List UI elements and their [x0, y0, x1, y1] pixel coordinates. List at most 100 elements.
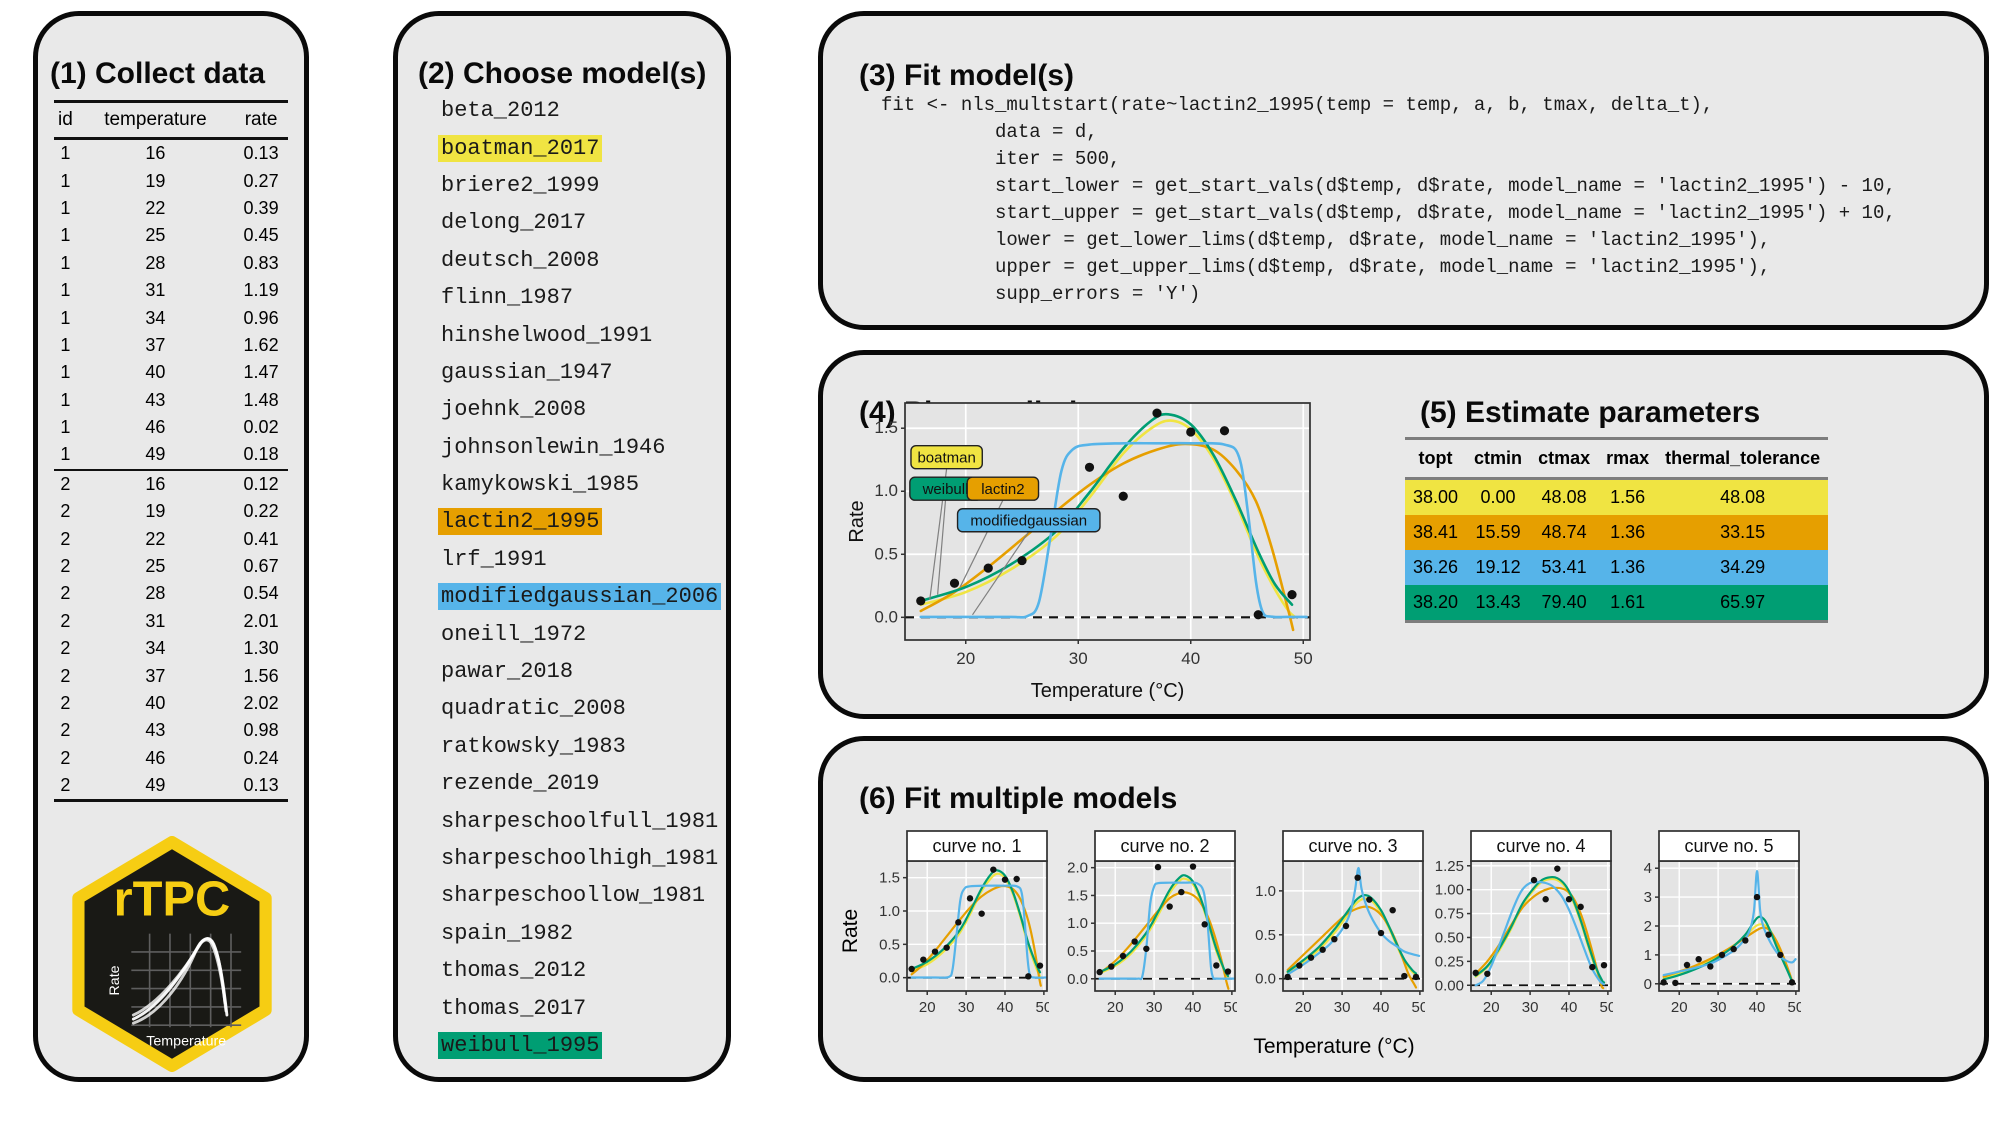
param-value: 1.56	[1610, 487, 1646, 507]
facet-strip-label: curve no. 1	[932, 836, 1021, 856]
data-point	[1753, 893, 1761, 901]
data-point	[920, 956, 927, 963]
table-cell: 0.13	[243, 143, 279, 164]
table-cell: 34	[145, 638, 166, 659]
plot-panel	[1283, 861, 1423, 991]
panel-fit-models: (3) Fit model(s) fit <- nls_multstart(ra…	[818, 11, 1989, 330]
curve-modifiedgaussian	[1474, 880, 1606, 987]
prediction-chart: 20 30 40 50 0.0 0.5 1.0 1.5 Temperature (°C) Rate…	[848, 402, 1313, 702]
y-tick-label: 0.5	[1067, 943, 1088, 960]
data-point	[1377, 929, 1385, 937]
table-cell: 2	[60, 610, 71, 631]
x-tick-label: 30	[1146, 999, 1163, 1016]
data-point	[1178, 888, 1185, 896]
data-point	[1166, 903, 1173, 910]
table-cell: 19	[145, 501, 166, 522]
panel-choose-models: (2) Choose model(s) beta_2012 boatman_201…	[393, 11, 731, 1082]
label-leader-line	[937, 500, 947, 595]
label-leader-line	[972, 531, 1030, 616]
data-point	[1189, 863, 1197, 870]
logo-x-axis-label: Temperature	[146, 1034, 226, 1050]
param-row-green: 38.20 13.43 79.40 1.61 65.97	[1405, 585, 1829, 623]
y-tick-label: 1.00	[1435, 882, 1464, 899]
panel-1-title: (1) Collect data	[50, 56, 266, 90]
x-tick-label: 50	[1036, 999, 1049, 1016]
facet-curve-no-1: 20 30 40 50 0.0 0.5 1.0 1.5 curve no. 1	[867, 825, 1049, 1021]
y-tick-label: 2	[1644, 918, 1652, 935]
x-tick-label: 30	[958, 999, 975, 1016]
param-value: 1.36	[1610, 557, 1646, 577]
facet-chart: 20 30 40 50 0 1 2 3 4 curve no. 5	[1644, 830, 1801, 1016]
y-tick-label: 2.0	[1067, 860, 1088, 877]
param-value: 65.97	[1657, 585, 1829, 623]
panel-collect-data: (1) Collect data id temperature rate 1 16 0.1…	[33, 11, 309, 1082]
param-value: 48.08	[1720, 487, 1766, 507]
y-tick-label: 0.0	[1255, 971, 1276, 988]
x-tick-label: 40	[1373, 999, 1390, 1016]
data-point	[1472, 969, 1479, 977]
table-cell: 2	[60, 583, 71, 604]
table-cell: 0.13	[234, 771, 288, 803]
data-point	[1672, 979, 1679, 987]
table-cell: 0.54	[243, 583, 279, 604]
param-column-header: thermal_tolerance	[1657, 437, 1829, 480]
facet-strip-label: curve no. 5	[1684, 836, 1773, 856]
panel-5-title: (5) Estimate parameters	[1420, 395, 1761, 429]
panel-2-title: (2) Choose model(s)	[418, 56, 707, 90]
data-point	[1730, 945, 1737, 953]
model-item: flinn_1987	[438, 279, 721, 316]
data-point	[1213, 962, 1220, 969]
table-cell: 28	[145, 252, 166, 273]
data-point	[1707, 963, 1714, 970]
model-label: boatman_2017	[438, 134, 603, 162]
data-point	[1765, 931, 1772, 938]
rtpc-hex-logo: rTPC Rate Temperature	[72, 836, 272, 1072]
data-point	[943, 944, 950, 951]
curve-modifiedgaussian	[1098, 881, 1235, 981]
table-cell: 31	[145, 280, 166, 301]
table-row: 2 37 1.56	[54, 662, 288, 689]
y-tick-label: 0.5	[1255, 927, 1276, 944]
table-cell: 1	[60, 362, 71, 383]
data-point	[908, 965, 915, 973]
table-cell: 0.18	[243, 444, 279, 465]
model-item-selected: boatman_2017	[438, 129, 721, 166]
table-row: 2 28 0.54	[54, 580, 288, 607]
y-tick-label: 1.5	[1067, 887, 1088, 904]
x-tick-label: 50	[1412, 999, 1425, 1016]
table-cell: 1	[60, 417, 71, 438]
data-point	[1600, 961, 1608, 969]
plot-panel	[1095, 861, 1235, 991]
table-cell: 22	[145, 197, 166, 218]
model-label: rezende_2019	[441, 771, 600, 797]
curve-label-text: lactin2	[981, 481, 1024, 498]
table-cell: 1	[60, 143, 71, 164]
y-tick-label: 0	[1644, 976, 1652, 993]
data-point	[1331, 935, 1338, 943]
model-label: sharpeschoolfull_1981	[441, 808, 719, 834]
table-row: 1 37 1.62	[54, 332, 288, 359]
table-cell: 1.19	[243, 280, 279, 301]
table-row: 2 43 0.98	[54, 717, 288, 744]
data-point	[1152, 408, 1162, 418]
parameters-table: topt ctmin ctmax rmax thermal_tolerance 38.00…	[1405, 437, 1829, 623]
model-item: joehnk_2008	[438, 391, 721, 428]
data-point	[1366, 896, 1373, 903]
data-point	[1096, 968, 1103, 976]
y-tick-label: 0.75	[1435, 906, 1464, 923]
data-point	[1224, 968, 1232, 975]
data-point	[1695, 956, 1702, 963]
table-cell: 31	[145, 610, 166, 631]
x-tick-label: 30	[1710, 999, 1727, 1016]
table-cell: 46	[145, 417, 166, 438]
column-header: id	[54, 100, 77, 140]
data-point	[1296, 962, 1303, 969]
data-point	[1253, 610, 1263, 620]
x-tick-label: 20	[1671, 999, 1688, 1016]
table-cell: 0.45	[243, 225, 279, 246]
curve-label-text: weibull	[922, 481, 969, 498]
table-row: 1 34 0.96	[54, 304, 288, 331]
model-list: beta_2012 boatman_2017 briere2_1999 delong_…	[438, 92, 722, 1064]
model-item: pawar_2018	[438, 653, 721, 690]
shared-y-axis-label: Rate	[839, 908, 863, 954]
